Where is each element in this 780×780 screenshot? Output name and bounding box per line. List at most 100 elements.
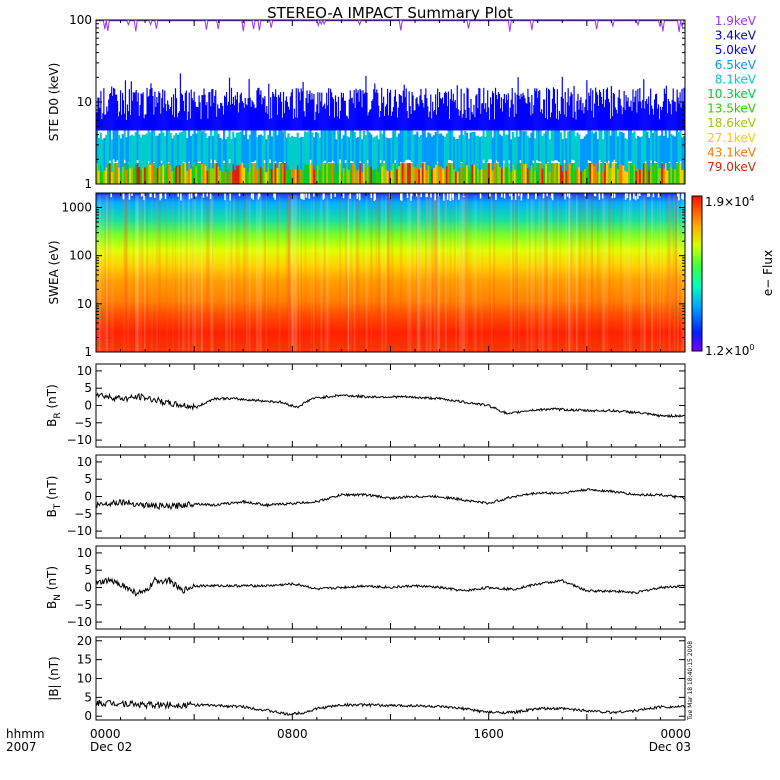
ste-band-low — [535, 163, 539, 184]
ste-band-mid — [443, 136, 447, 170]
swea-streak — [415, 195, 418, 352]
swea-streak — [386, 195, 390, 352]
ste-band-mid — [464, 131, 467, 164]
ste-band-mid — [121, 134, 124, 167]
ste-band-mid — [118, 134, 121, 168]
swea-streak — [124, 195, 127, 352]
swea-gap — [258, 193, 261, 197]
ste-band-low — [453, 163, 456, 184]
ste-band-low — [642, 163, 645, 184]
ste-band-mid — [401, 130, 404, 163]
ste-band-low — [171, 163, 174, 184]
y-tick-label: 0 — [84, 709, 92, 723]
ste-band-low — [294, 163, 297, 184]
ste-band-mid — [591, 131, 594, 164]
swea-streak — [285, 195, 288, 352]
ste-band-low — [556, 163, 559, 184]
swea-streak — [565, 195, 567, 352]
legend-entry: 8.1keV — [715, 72, 757, 86]
ste-band-low — [176, 163, 180, 184]
ste-band-low — [631, 163, 634, 184]
ste-band-mid — [254, 127, 257, 161]
ste-band-mid — [125, 137, 128, 170]
ste-band-low — [511, 163, 515, 184]
swea-gap — [682, 193, 684, 200]
swea-gap — [443, 193, 445, 201]
ste-band-mid — [241, 130, 244, 163]
swea-gap — [303, 193, 305, 200]
ste-band-mid — [195, 133, 198, 167]
ste-band-mid — [508, 127, 511, 161]
swea-streak — [399, 195, 403, 352]
ste-band-low — [600, 163, 603, 184]
swea-streak — [472, 195, 476, 352]
swea-streak — [557, 195, 559, 352]
ste-band-mid — [447, 127, 450, 160]
ste-band-low — [274, 163, 277, 184]
ste-band-low — [211, 163, 215, 184]
ste-band-low — [559, 163, 562, 184]
ste-band-mid — [386, 138, 389, 171]
ste-band-low — [418, 163, 421, 184]
ste-band-mid — [523, 131, 526, 164]
ste-band-mid — [379, 127, 382, 160]
ste-band-low — [377, 163, 380, 184]
swea-gap — [209, 193, 212, 200]
ste-band-low — [467, 163, 470, 184]
swea-texture — [96, 193, 685, 352]
ste-band-low — [662, 163, 666, 184]
ste-band-low — [403, 163, 406, 184]
ste-band-mid — [252, 129, 255, 162]
swea-streak — [672, 195, 676, 352]
ste-band-mid — [565, 138, 568, 171]
swea-gap — [131, 193, 133, 197]
swea-streak — [206, 195, 208, 352]
ste-band-low — [408, 163, 412, 184]
ste-band-mid — [156, 135, 159, 169]
ste-band-mid — [316, 132, 320, 166]
ste-band-mid — [664, 130, 667, 164]
swea-streak — [206, 195, 209, 352]
ste-band-mid — [473, 131, 476, 165]
ste-band-low — [167, 163, 170, 184]
ste-band-low — [412, 163, 415, 184]
ste-band-low — [500, 163, 504, 184]
ste-band-mid — [348, 137, 351, 171]
ste-band-low — [557, 163, 561, 184]
ste-band-mid — [405, 127, 408, 161]
swea-streak — [326, 195, 328, 352]
swea-gap — [535, 193, 537, 197]
ste-band-low — [256, 163, 259, 184]
swea-streak — [353, 195, 355, 352]
ste-band-low — [405, 163, 408, 184]
ste-band-low — [364, 163, 367, 184]
swea-streak — [455, 195, 457, 352]
ste-band-low — [373, 163, 377, 184]
swea-streak — [468, 195, 472, 352]
swea-streak — [99, 195, 102, 352]
swea-gap — [188, 193, 191, 200]
swea-streak — [127, 195, 130, 352]
legend-entry: 18.6keV — [707, 116, 757, 130]
ste-band-mid — [263, 127, 266, 161]
swea-streak — [553, 195, 556, 352]
swea-streak — [255, 195, 259, 352]
ste-band-low — [384, 163, 388, 184]
ste-band-mid — [631, 132, 634, 166]
ste-band-low — [145, 163, 148, 184]
ste-band-mid — [666, 137, 669, 171]
ste-band-low — [335, 163, 338, 184]
ste-band-mid — [362, 130, 366, 164]
swea-gap — [406, 193, 409, 199]
ste-band-mid — [467, 138, 470, 172]
ste-band-mid — [502, 128, 505, 161]
swea-gap — [349, 193, 351, 199]
ste-band-mid — [583, 136, 586, 169]
ste-band-mid — [561, 139, 564, 172]
ste-band-low — [447, 163, 450, 184]
swea-streak — [464, 195, 467, 352]
ste-band-mid — [189, 136, 193, 169]
swea-gap — [551, 193, 554, 201]
ste-band-low — [276, 163, 279, 184]
ste-band-low — [337, 163, 340, 184]
